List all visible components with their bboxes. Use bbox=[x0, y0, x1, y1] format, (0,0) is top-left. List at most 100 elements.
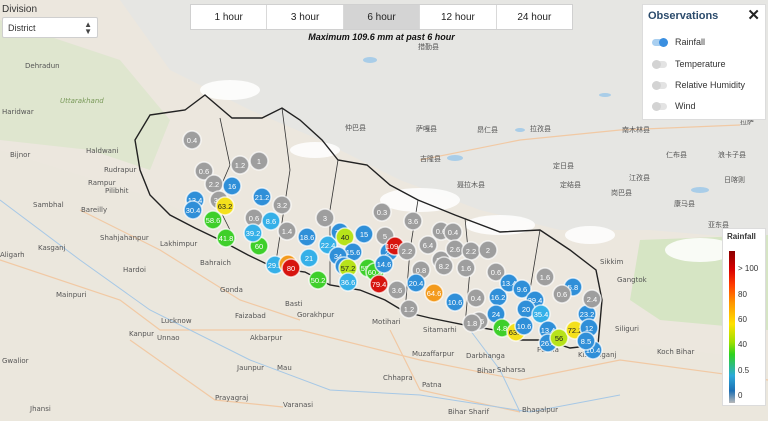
tab-24-hour[interactable]: 24 hour bbox=[517, 11, 552, 23]
station-marker[interactable]: 2.4 bbox=[582, 289, 602, 309]
station-marker[interactable]: 20.4 bbox=[406, 273, 426, 293]
station-marker[interactable]: 0.4 bbox=[443, 222, 463, 242]
station-marker[interactable]: 1 bbox=[249, 151, 269, 171]
station-circle[interactable] bbox=[183, 200, 203, 220]
station-marker[interactable]: 3 bbox=[315, 208, 335, 228]
station-circle[interactable] bbox=[582, 289, 602, 309]
station-marker[interactable]: 0.6 bbox=[486, 262, 506, 282]
station-marker[interactable]: 0.6 bbox=[194, 161, 214, 181]
station-marker[interactable]: 2.6 bbox=[445, 239, 465, 259]
station-marker[interactable]: 2.2 bbox=[397, 241, 417, 261]
station-marker[interactable]: 6.4 bbox=[418, 235, 438, 255]
station-marker[interactable]: 30.4 bbox=[183, 200, 203, 220]
station-marker[interactable]: 36.6 bbox=[338, 272, 358, 292]
station-marker[interactable]: 35.4 bbox=[531, 304, 551, 324]
station-circle[interactable] bbox=[216, 228, 236, 248]
station-circle[interactable] bbox=[277, 221, 297, 241]
station-marker[interactable]: 2.2 bbox=[461, 241, 481, 261]
station-marker[interactable]: 1.4 bbox=[277, 221, 297, 241]
station-marker[interactable]: 3.2 bbox=[272, 195, 292, 215]
station-circle[interactable] bbox=[549, 328, 569, 348]
station-marker[interactable]: 2 bbox=[478, 240, 498, 260]
tab-3-hour[interactable]: 3 hour bbox=[267, 5, 344, 29]
station-marker[interactable]: 80 bbox=[281, 258, 301, 278]
station-marker[interactable]: 63.2 bbox=[215, 196, 235, 216]
station-circle[interactable] bbox=[397, 241, 417, 261]
station-marker[interactable]: 79.4 bbox=[369, 274, 389, 294]
station-marker[interactable]: 9.6 bbox=[512, 279, 532, 299]
station-marker[interactable]: 0.6 bbox=[552, 284, 572, 304]
station-circle[interactable] bbox=[462, 313, 482, 333]
station-circle[interactable] bbox=[252, 187, 272, 207]
station-circle[interactable] bbox=[354, 224, 374, 244]
station-marker[interactable]: 57.2 bbox=[338, 258, 358, 278]
station-circle[interactable] bbox=[374, 254, 394, 274]
station-circle[interactable] bbox=[486, 262, 506, 282]
station-circle[interactable] bbox=[478, 240, 498, 260]
station-marker[interactable]: 14.6 bbox=[374, 254, 394, 274]
station-marker[interactable]: 1.6 bbox=[456, 258, 476, 278]
station-marker[interactable]: 8.6 bbox=[261, 211, 281, 231]
station-marker[interactable]: 0.4 bbox=[182, 130, 202, 150]
toggle-rainfall[interactable]: Rainfall bbox=[652, 35, 705, 49]
station-circle[interactable] bbox=[182, 130, 202, 150]
station-circle[interactable] bbox=[281, 258, 301, 278]
station-circle[interactable] bbox=[203, 210, 223, 230]
station-marker[interactable]: 1.6 bbox=[535, 267, 555, 287]
station-marker[interactable]: 1.2 bbox=[399, 299, 419, 319]
station-circle[interactable] bbox=[403, 211, 423, 231]
station-circle[interactable] bbox=[434, 256, 454, 276]
station-marker[interactable]: 0.3 bbox=[372, 202, 392, 222]
station-circle[interactable] bbox=[456, 258, 476, 278]
station-marker[interactable]: 50.2 bbox=[308, 270, 328, 290]
station-circle[interactable] bbox=[315, 208, 335, 228]
station-marker[interactable]: 56 bbox=[549, 328, 569, 348]
toggle-wind[interactable]: Wind bbox=[652, 99, 696, 113]
station-circle[interactable] bbox=[387, 280, 407, 300]
station-circle[interactable] bbox=[418, 235, 438, 255]
toggle-switch-icon[interactable] bbox=[652, 59, 667, 69]
station-circle[interactable] bbox=[576, 331, 596, 351]
station-circle[interactable] bbox=[215, 196, 235, 216]
station-marker[interactable]: 39.2 bbox=[243, 223, 263, 243]
station-circle[interactable] bbox=[531, 304, 551, 324]
toggle-temperature[interactable]: Temperature bbox=[652, 57, 726, 71]
station-marker[interactable]: 10.6 bbox=[445, 292, 465, 312]
district-select[interactable]: District ▲ ▼ bbox=[2, 17, 98, 38]
station-marker[interactable]: 1.8 bbox=[462, 313, 482, 333]
station-circle[interactable] bbox=[243, 223, 263, 243]
station-marker[interactable]: 3.6 bbox=[387, 280, 407, 300]
station-circle[interactable] bbox=[335, 227, 355, 247]
close-icon[interactable]: ✕ bbox=[747, 7, 760, 24]
station-marker[interactable]: 15 bbox=[354, 224, 374, 244]
station-circle[interactable] bbox=[512, 279, 532, 299]
station-circle[interactable] bbox=[261, 211, 281, 231]
station-marker[interactable]: 1.2 bbox=[230, 155, 250, 175]
station-circle[interactable] bbox=[308, 270, 328, 290]
toggle-switch-icon[interactable] bbox=[652, 101, 667, 111]
tab-6-hour[interactable]: 6 hour bbox=[343, 5, 421, 29]
station-circle[interactable] bbox=[369, 274, 389, 294]
station-circle[interactable] bbox=[297, 227, 317, 247]
station-marker[interactable]: 58.6 bbox=[203, 210, 223, 230]
station-marker[interactable]: 10.6 bbox=[514, 316, 534, 336]
station-marker[interactable]: 21.2 bbox=[252, 187, 272, 207]
station-marker[interactable]: 41.8 bbox=[216, 228, 236, 248]
station-circle[interactable] bbox=[272, 195, 292, 215]
station-marker[interactable]: 8.2 bbox=[434, 256, 454, 276]
station-circle[interactable] bbox=[299, 248, 319, 268]
station-circle[interactable] bbox=[445, 292, 465, 312]
station-marker[interactable]: 18.6 bbox=[297, 227, 317, 247]
station-marker[interactable]: 40 bbox=[335, 227, 355, 247]
station-circle[interactable] bbox=[399, 299, 419, 319]
station-marker[interactable]: 0.4 bbox=[466, 288, 486, 308]
station-circle[interactable] bbox=[406, 273, 426, 293]
station-marker[interactable]: 3.6 bbox=[403, 211, 423, 231]
station-marker[interactable]: 21 bbox=[299, 248, 319, 268]
station-circle[interactable] bbox=[514, 316, 534, 336]
station-marker[interactable]: 64.6 bbox=[424, 283, 444, 303]
station-circle[interactable] bbox=[372, 202, 392, 222]
station-circle[interactable] bbox=[424, 283, 444, 303]
station-circle[interactable] bbox=[194, 161, 214, 181]
